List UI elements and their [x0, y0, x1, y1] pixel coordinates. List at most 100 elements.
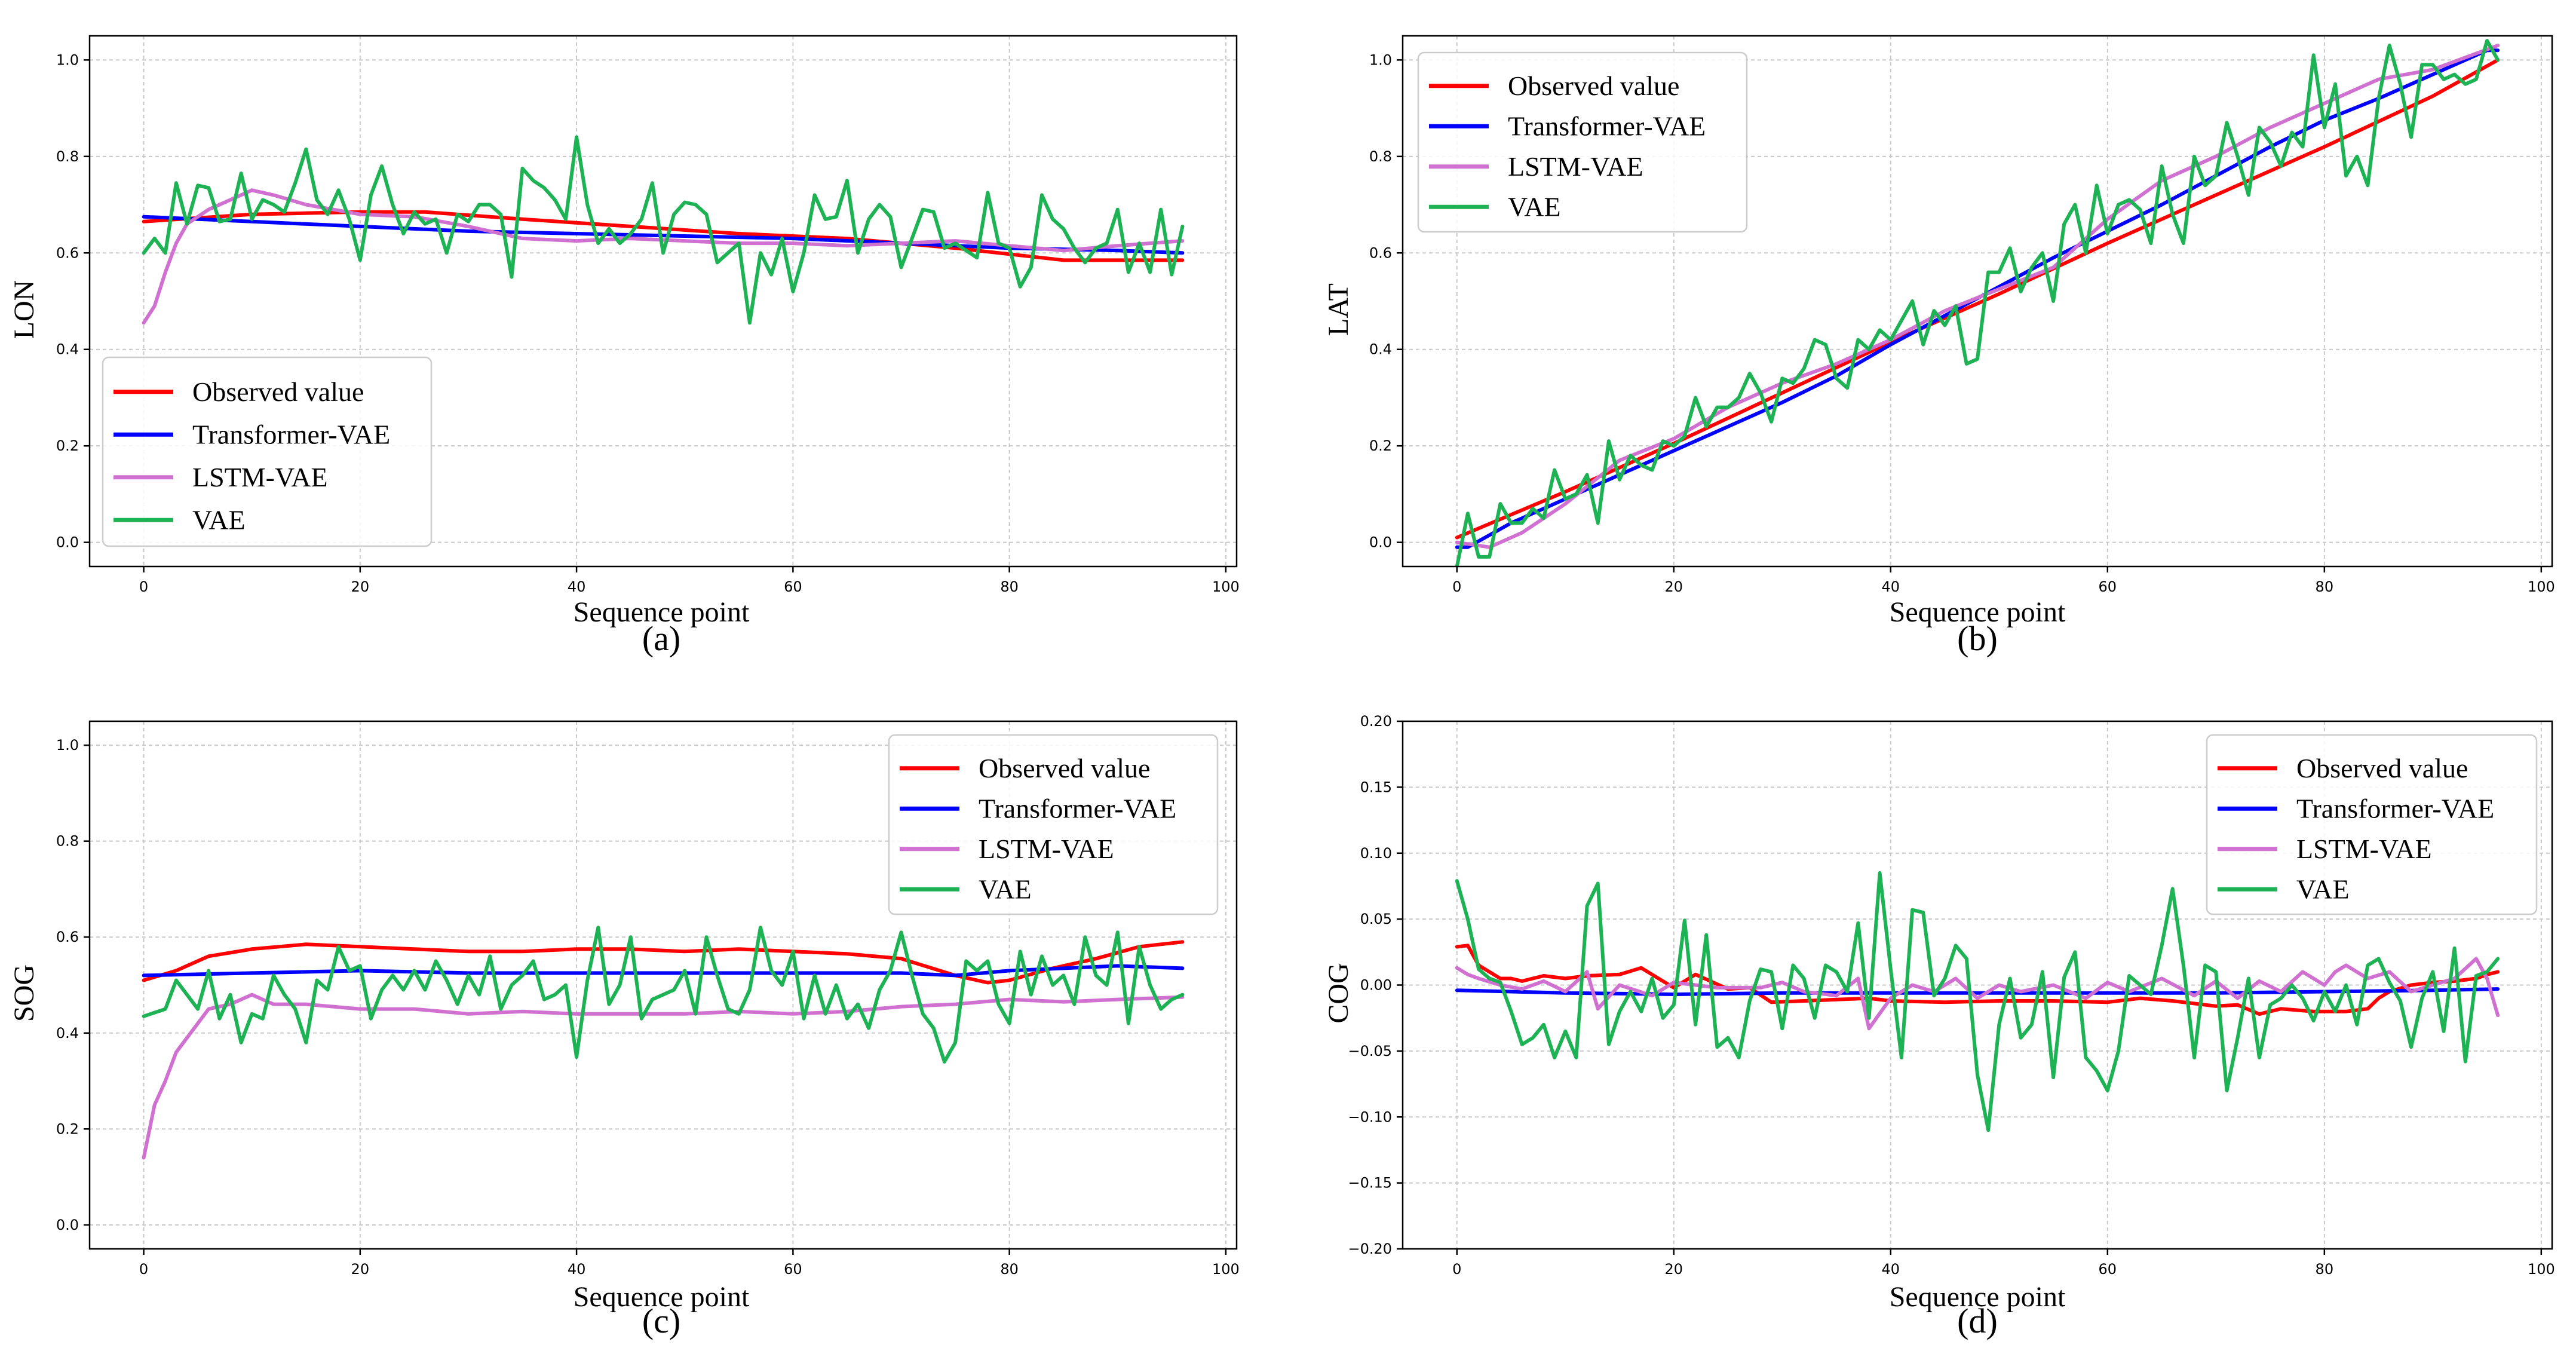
- y-tick-label: 0.15: [1360, 779, 1392, 795]
- y-tick-label: 0.05: [1360, 911, 1392, 927]
- x-tick-label: 80: [2316, 578, 2334, 595]
- legend: Observed value Transformer-VAE LSTM-VAE VAE: [888, 734, 1219, 915]
- y-tick-label: 0.4: [56, 1025, 79, 1042]
- legend-box: [2206, 734, 2538, 915]
- legend-label: Transformer-VAE: [979, 793, 1176, 823]
- x-tick-label: 100: [1212, 1261, 1240, 1278]
- x-tick-label: 0: [1452, 1261, 1461, 1278]
- x-tick-label: 60: [2099, 578, 2117, 595]
- legend-box: [102, 356, 433, 547]
- x-axis-label: Sequence point: [1890, 596, 2066, 628]
- series-line-observed-value: [1455, 944, 2500, 1016]
- x-tick-label: 60: [784, 1261, 802, 1278]
- y-tick-label: −0.05: [1348, 1043, 1392, 1059]
- x-tick-label: 100: [1212, 578, 1240, 595]
- legend-label: Observed value: [979, 753, 1150, 783]
- y-tick-label: 0.2: [56, 437, 79, 454]
- legend-label: VAE: [192, 504, 246, 535]
- x-tick-label: 80: [1000, 578, 1019, 595]
- x-tick-label: 40: [1882, 578, 1900, 595]
- x-axis-label: Sequence point: [1890, 1281, 2066, 1313]
- legend-label: VAE: [979, 874, 1032, 904]
- y-tick-label: 0.10: [1360, 845, 1392, 862]
- x-tick-label: 40: [1882, 1261, 1900, 1278]
- panel-label: (a): [642, 619, 680, 658]
- x-tick-label: 20: [351, 1261, 370, 1278]
- y-tick-label: −0.15: [1348, 1175, 1392, 1192]
- y-axis-label: LAT: [1323, 283, 1354, 336]
- x-axis-label: Sequence point: [574, 1281, 750, 1313]
- series-line-vae: [142, 135, 1185, 325]
- series-line-vae: [1455, 871, 2500, 1132]
- y-tick-label: 0.2: [56, 1120, 79, 1137]
- x-tick-label: 20: [1665, 578, 1683, 595]
- series-group: [1455, 871, 2500, 1132]
- series-line-observed-value: [1455, 58, 2500, 540]
- series-line-observed-value: [142, 210, 1185, 262]
- y-axis-label: LON: [8, 280, 40, 339]
- y-tick-label: 1.0: [1369, 51, 1392, 68]
- x-tick-label: 20: [351, 578, 370, 595]
- y-tick-label: 0.0: [56, 1217, 79, 1233]
- legend-label: LSTM-VAE: [1508, 151, 1643, 182]
- legend-label: LSTM-VAE: [192, 462, 328, 492]
- legend-label: VAE: [2296, 874, 2350, 904]
- series-line-transformer-vae: [1455, 987, 2500, 996]
- series-line-vae: [1455, 39, 2500, 566]
- y-tick-label: 0.4: [1369, 341, 1392, 358]
- x-tick-label: 40: [568, 578, 586, 595]
- y-tick-label: 0.8: [56, 833, 79, 850]
- plot-frame: [88, 35, 1238, 568]
- series-line-lstm-vae: [142, 188, 1185, 325]
- y-tick-label: 0.6: [56, 244, 79, 261]
- y-tick-label: 0.4: [56, 341, 79, 358]
- legend: Observed value Transformer-VAE LSTM-VAE VAE: [1417, 51, 1748, 233]
- plot-frame: [1402, 35, 2553, 568]
- legend: Observed value Transformer-VAE LSTM-VAE VAE: [2206, 734, 2538, 915]
- panel-label: (c): [642, 1301, 680, 1340]
- series-group: [142, 926, 1185, 1160]
- series-line-vae: [142, 926, 1185, 1064]
- legend-label: LSTM-VAE: [979, 834, 1114, 864]
- legend-box: [1417, 51, 1748, 233]
- x-tick-label: 40: [568, 1261, 586, 1278]
- series-line-lstm-vae: [1455, 957, 2500, 1031]
- y-tick-label: 0.8: [1369, 148, 1392, 165]
- y-tick-label: 0.0: [1369, 534, 1392, 551]
- series-group: [1455, 39, 2500, 566]
- legend-label: Transformer-VAE: [2296, 793, 2494, 823]
- panel-a: 0 20 40 60 80 100 0.0 0.2 0.4 0.6 0.8 1.0 Sequence p…: [8, 35, 1240, 658]
- y-tick-label: 0.00: [1360, 977, 1392, 994]
- x-axis-label: Sequence point: [574, 596, 750, 628]
- legend-label: VAE: [1508, 191, 1561, 222]
- y-tick-label: 1.0: [56, 737, 79, 754]
- legend-label: Observed value: [1508, 71, 1679, 101]
- series-line-lstm-vae: [142, 993, 1185, 1160]
- x-tick-label: 80: [1000, 1261, 1019, 1278]
- legend-label: LSTM-VAE: [2296, 834, 2432, 864]
- legend: Observed value Transformer-VAE LSTM-VAE VAE: [102, 356, 433, 547]
- y-tick-label: 0.0: [56, 534, 79, 551]
- panel-d: 0 20 40 60 80 100 −0.20 −0.15 −0.10 −0.05 0.00 0.05…: [1323, 713, 2555, 1340]
- panel-label: (b): [1957, 619, 1998, 658]
- y-tick-label: −0.10: [1348, 1108, 1392, 1125]
- x-tick-label: 60: [784, 578, 802, 595]
- legend-label: Transformer-VAE: [192, 419, 390, 449]
- x-tick-label: 20: [1665, 1261, 1683, 1278]
- y-tick-label: 0.6: [56, 929, 79, 945]
- panel-b: 0 20 40 60 80 100 0.0 0.2 0.4 0.6 0.8 1.0 Sequence p…: [1323, 35, 2555, 658]
- legend-label: Transformer-VAE: [1508, 111, 1706, 141]
- y-axis-label: SOG: [8, 964, 40, 1022]
- series-line-observed-value: [142, 940, 1185, 985]
- panel-label: (d): [1957, 1301, 1998, 1340]
- y-axis-label: COG: [1323, 963, 1354, 1023]
- plot-frame: [88, 720, 1238, 1250]
- series-group: [142, 135, 1185, 325]
- legend-label: Observed value: [192, 376, 364, 407]
- x-tick-label: 0: [139, 578, 148, 595]
- y-tick-label: 0.2: [1369, 437, 1392, 454]
- x-tick-label: 0: [139, 1261, 148, 1278]
- y-tick-label: 0.6: [1369, 244, 1392, 261]
- x-tick-label: 100: [2528, 578, 2555, 595]
- y-tick-label: −0.20: [1348, 1241, 1392, 1257]
